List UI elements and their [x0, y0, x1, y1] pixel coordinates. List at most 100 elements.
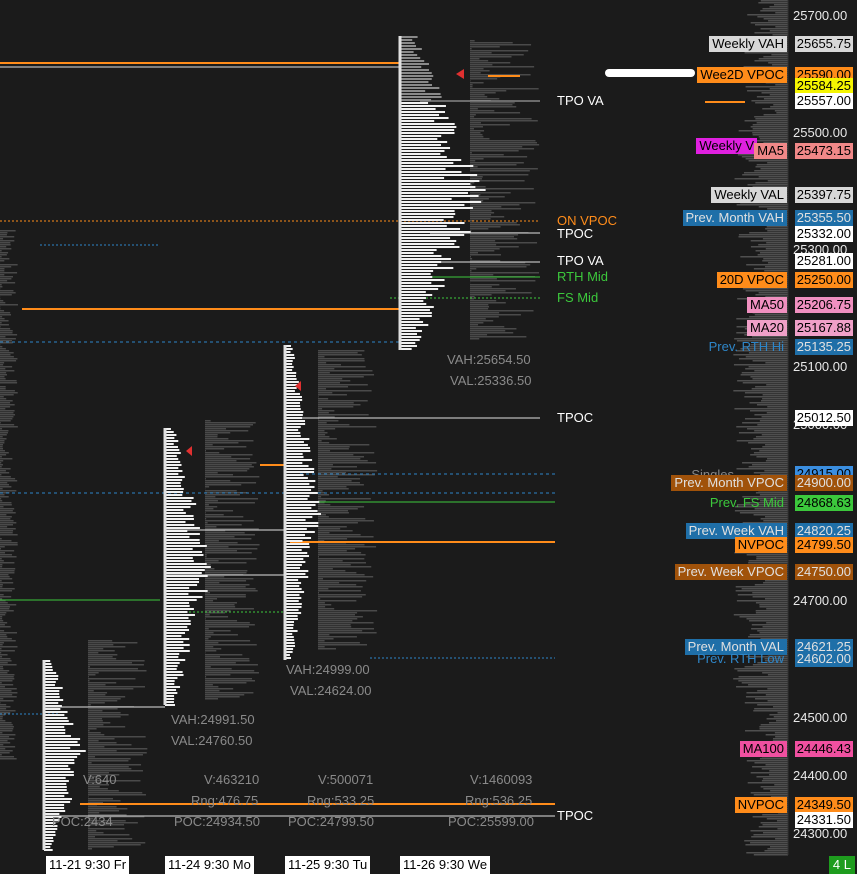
volume-bar: [751, 628, 788, 630]
volume-bar: [753, 514, 788, 516]
volume-bar: [0, 252, 9, 254]
volume-bar: [760, 168, 788, 170]
tpo-row: [165, 635, 182, 637]
volume-bar: [318, 352, 358, 354]
tpo-row: [285, 552, 308, 554]
volume-bar: [318, 530, 353, 532]
volume-bar: [205, 638, 209, 640]
volume-bar: [205, 608, 254, 610]
tpo-row: [44, 717, 68, 719]
volume-bar: [733, 354, 788, 356]
volume-bar: [318, 484, 364, 486]
volume-bar: [205, 664, 258, 666]
price-level: 24331.50: [794, 812, 853, 828]
volume-bar: [748, 442, 788, 444]
volume-bar: [740, 374, 788, 376]
tpo-row: [400, 207, 473, 209]
session-2-volume: V:463210: [204, 772, 260, 787]
volume-bar: [758, 826, 788, 828]
volume-bar: [0, 318, 5, 320]
volume-bar: [470, 296, 475, 298]
volume-bar: [756, 558, 788, 560]
tpo-row: [400, 231, 471, 233]
volume-bar: [318, 478, 361, 480]
volume-bar: [0, 750, 13, 752]
tpo-row: [44, 732, 66, 734]
tpo-row: [285, 504, 316, 506]
volume-bar: [775, 838, 788, 840]
volume-bar: [470, 54, 524, 56]
volume-bar: [0, 556, 17, 558]
tpo-row: [285, 498, 308, 500]
volume-bar: [470, 104, 513, 106]
tpo-row: [285, 621, 295, 623]
volume-bar: [750, 454, 788, 456]
weekly-val-magenta-label: Weekly V: [696, 138, 757, 154]
volume-bar: [88, 840, 118, 842]
volume-bar: [205, 464, 252, 466]
tpo-row: [285, 570, 309, 572]
session-4-range: Rng:536.25: [465, 793, 533, 808]
volume-bar: [0, 416, 14, 418]
volume-bar: [0, 526, 8, 528]
tpo-row: [165, 500, 192, 502]
volume-bar: [753, 452, 788, 454]
volume-bar: [205, 506, 218, 508]
session-1-poc: POC:2434: [52, 814, 113, 829]
volume-bar: [0, 378, 6, 380]
connection-status-badge[interactable]: 4 L: [828, 856, 855, 874]
volume-bar: [470, 112, 521, 114]
volume-bar: [318, 440, 322, 442]
volume-bar: [0, 560, 4, 562]
volume-bar: [318, 452, 375, 454]
volume-bar: [0, 704, 7, 706]
tpo-row: [400, 150, 445, 152]
volume-bar: [0, 574, 9, 576]
volume-bar: [736, 600, 788, 602]
volume-bar: [318, 362, 327, 364]
volume-bar: [746, 554, 788, 556]
volume-bar: [0, 664, 17, 666]
volume-bar: [318, 402, 354, 404]
volume-bar: [470, 200, 484, 202]
tpo-row: [400, 327, 416, 329]
tpo-row: [285, 495, 310, 497]
tpo-row: [165, 536, 190, 538]
tpo-row: [165, 515, 194, 517]
volume-bar: [0, 684, 14, 686]
volume-bar: [470, 158, 484, 160]
volume-bar: [205, 622, 250, 624]
volume-bar: [769, 6, 788, 8]
volume-bar: [745, 844, 788, 846]
volume-bar: [88, 694, 106, 696]
volume-bar: [470, 142, 537, 144]
tpo-row: [400, 171, 462, 173]
volume-bar: [739, 616, 788, 618]
volume-bar: [88, 674, 96, 676]
tpo-row: [44, 798, 72, 800]
tpo-row: [400, 81, 429, 83]
volume-bar: [205, 478, 206, 480]
volume-bar: [318, 438, 337, 440]
volume-bar: [0, 506, 4, 508]
volume-bar: [755, 118, 788, 120]
volume-bar: [775, 26, 788, 28]
volume-bar: [205, 466, 254, 468]
volume-bar: [0, 738, 15, 740]
volume-bar: [762, 832, 788, 834]
tpo-row: [400, 162, 454, 164]
date-label: 11-25 9:30 Tu: [285, 856, 371, 874]
tpo-row: [400, 204, 465, 206]
tpo-row: [285, 450, 311, 452]
volume-bar: [736, 340, 788, 342]
tpo-row: [285, 519, 306, 521]
volume-bar: [0, 614, 6, 616]
volume-bar: [205, 454, 253, 456]
volume-bar: [754, 430, 788, 432]
volume-bar: [318, 642, 360, 644]
volume-bar: [88, 754, 143, 756]
tpo-row: [285, 441, 304, 443]
volume-bar: [470, 260, 501, 262]
volume-bar: [470, 302, 506, 304]
